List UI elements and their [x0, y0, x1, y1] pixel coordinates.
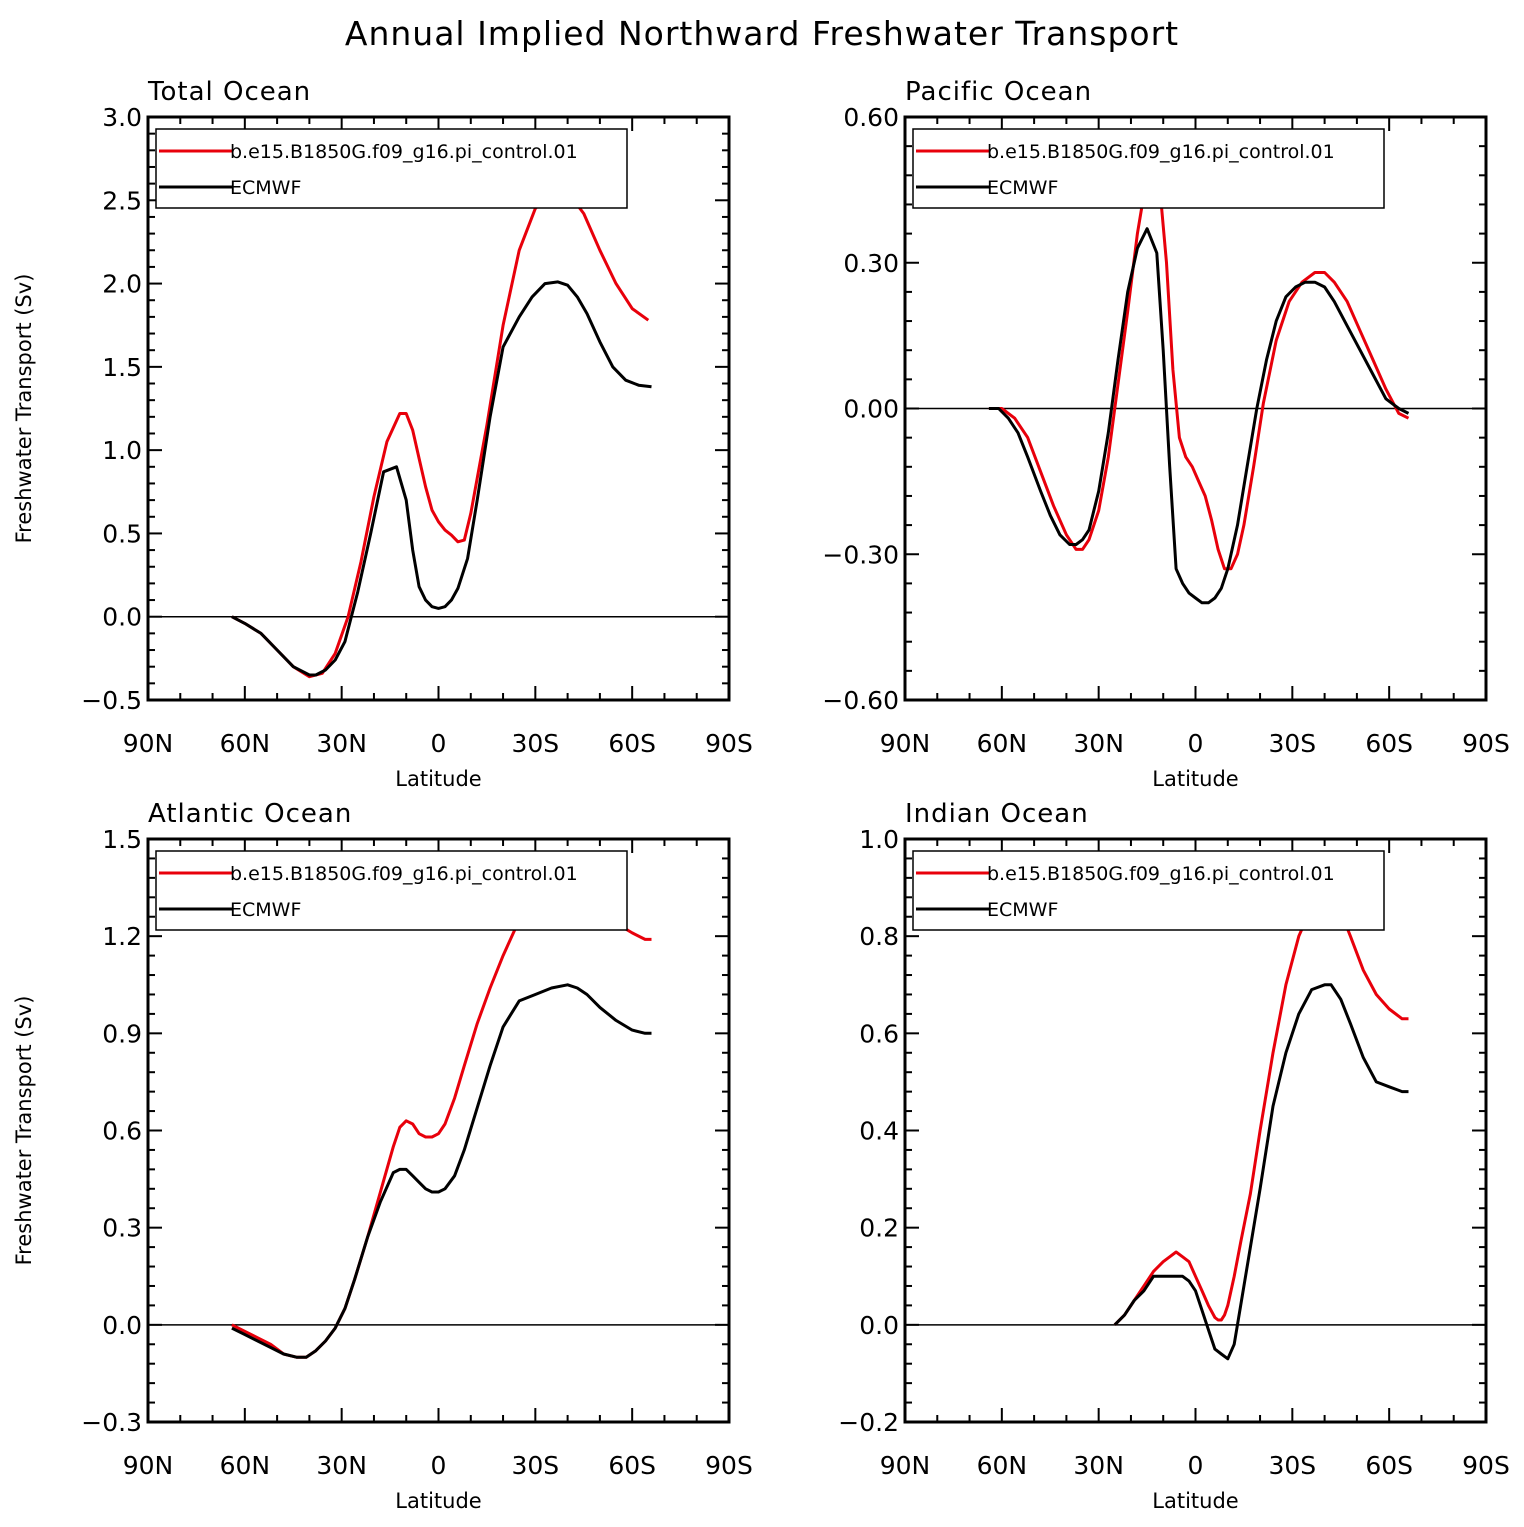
model-series-line [988, 164, 1410, 571]
y-axis-label: Freshwater Transport (Sv) [12, 996, 36, 1266]
x-tick-label: 30N [1073, 1451, 1124, 1480]
y-tick-label: −0.2 [838, 1408, 899, 1437]
y-tick-label: 0.5 [102, 519, 142, 548]
x-tick-label: 0 [1188, 1451, 1204, 1480]
x-tick-label: 90S [705, 729, 753, 758]
legend-box [912, 850, 1385, 931]
y-tick-label: 1.2 [102, 922, 142, 951]
y-tick-label: 0.0 [102, 1311, 142, 1340]
x-tick-label: 0 [431, 729, 447, 758]
y-tick-label: 0.2 [859, 1214, 899, 1243]
x-tick-label: 60N [977, 729, 1028, 758]
x-tick-label: 30S [511, 1451, 559, 1480]
y-tick-label: 3.0 [102, 103, 142, 132]
panel-grid: Total Ocean 90N 60N 30N 0 30S 60S 90S −0.5 0.0 0.5… [12, 77, 1510, 1513]
y-tick-label: 1.0 [859, 825, 899, 854]
model-series-line [231, 873, 652, 1359]
ecmwf-series-line [231, 280, 652, 677]
y-tick-label: 0.0 [859, 1311, 899, 1340]
panel-title: Indian Ocean [905, 799, 1089, 829]
model-series-line [231, 190, 650, 679]
legend-label: ECMWF [230, 177, 301, 199]
y-tick-label: −0.5 [81, 686, 142, 715]
y-tick-label: 1.0 [102, 436, 142, 465]
y-tick-label: 1.5 [102, 353, 142, 382]
panel-title: Atlantic Ocean [148, 799, 352, 829]
x-tick-label: 90N [123, 729, 174, 758]
y-tick-label: −0.3 [81, 1408, 142, 1437]
x-tick-label: 60N [977, 1451, 1028, 1480]
x-tick-label: 30S [511, 729, 559, 758]
y-tick-label: 0.6 [102, 1117, 142, 1146]
panel-title: Pacific Ocean [905, 77, 1092, 107]
legend-label: ECMWF [987, 899, 1058, 921]
x-tick-label: 30N [316, 1451, 367, 1480]
y-tick-label: 0.6 [859, 1019, 899, 1048]
legend-label: ECMWF [230, 899, 301, 921]
ecmwf-series-line [988, 227, 1410, 605]
indian-ocean-panel: Indian Ocean 90N 60N 30N 0 30S 60S 90S −0.2 0.0 0.… [838, 799, 1510, 1513]
pacific-ocean-panel: Pacific Ocean 90N 60N 30N 0 30S 60S 90S −0.60 −0.… [822, 77, 1509, 791]
x-axis-label: Latitude [395, 767, 481, 791]
x-tick-label: 90S [1462, 1451, 1510, 1480]
x-axis-label: Latitude [395, 1489, 481, 1513]
legend-label: b.e15.B1850G.f09_g16.pi_control.01 [230, 863, 578, 885]
x-tick-label: 90N [880, 729, 931, 758]
ecmwf-series-line [1113, 983, 1409, 1361]
legend: b.e15.B1850G.f09_g16.pi_control.01 ECMWF [912, 128, 1385, 209]
legend-label: b.e15.B1850G.f09_g16.pi_control.01 [987, 863, 1335, 885]
x-tick-label: 90S [705, 1451, 753, 1480]
x-tick-label: 30N [1073, 729, 1124, 758]
x-tick-label: 30S [1268, 1451, 1316, 1480]
y-tick-label: 0.3 [102, 1214, 142, 1243]
x-tick-label: 60N [220, 1451, 271, 1480]
y-tick-label: 1.5 [102, 825, 142, 854]
legend-label: b.e15.B1850G.f09_g16.pi_control.01 [987, 141, 1335, 163]
legend: b.e15.B1850G.f09_g16.pi_control.01 ECMWF [155, 850, 628, 931]
legend-box [912, 128, 1385, 209]
x-tick-label: 60S [1365, 1451, 1413, 1480]
y-tick-label: 0.0 [102, 603, 142, 632]
atlantic-ocean-panel: Atlantic Ocean 90N 60N 30N 0 30S 60S 90S −0.3 0.0… [12, 799, 753, 1513]
model-series-line [1113, 895, 1409, 1326]
legend-label: ECMWF [987, 177, 1058, 199]
y-tick-label: 0.9 [102, 1019, 142, 1048]
y-tick-label: 2.0 [102, 270, 142, 299]
legend-box [155, 128, 628, 209]
legend-label: b.e15.B1850G.f09_g16.pi_control.01 [230, 141, 578, 163]
panel-title: Total Ocean [147, 77, 311, 107]
x-tick-label: 30S [1268, 729, 1316, 758]
x-tick-label: 30N [316, 729, 367, 758]
y-tick-label: 0.00 [843, 395, 899, 424]
y-tick-label: 0.4 [859, 1117, 899, 1146]
x-tick-label: 90N [123, 1451, 174, 1480]
x-tick-label: 60S [608, 729, 656, 758]
y-tick-label: −0.30 [822, 540, 899, 569]
x-axis-label: Latitude [1152, 767, 1238, 791]
x-tick-label: 0 [431, 1451, 447, 1480]
legend-box [155, 850, 628, 931]
y-tick-label: 0.30 [843, 249, 899, 278]
legend: b.e15.B1850G.f09_g16.pi_control.01 ECMWF [155, 128, 628, 209]
y-tick-label: 2.5 [102, 186, 142, 215]
ecmwf-series-line [231, 983, 652, 1359]
x-tick-label: 60S [1365, 729, 1413, 758]
y-tick-label: −0.60 [822, 686, 899, 715]
y-tick-label: 0.8 [859, 922, 899, 951]
x-tick-label: 60S [608, 1451, 656, 1480]
x-tick-label: 0 [1188, 729, 1204, 758]
x-tick-label: 60N [220, 729, 271, 758]
y-axis-label: Freshwater Transport (Sv) [12, 274, 36, 544]
x-tick-label: 90S [1462, 729, 1510, 758]
figure-title: Annual Implied Northward Freshwater Tran… [345, 14, 1179, 53]
x-axis-label: Latitude [1152, 1489, 1238, 1513]
total-ocean-panel: Total Ocean 90N 60N 30N 0 30S 60S 90S −0.5 0.0 0.5… [12, 77, 753, 791]
y-tick-label: 0.60 [843, 103, 899, 132]
x-tick-label: 90N [880, 1451, 931, 1480]
legend: b.e15.B1850G.f09_g16.pi_control.01 ECMWF [912, 850, 1385, 931]
